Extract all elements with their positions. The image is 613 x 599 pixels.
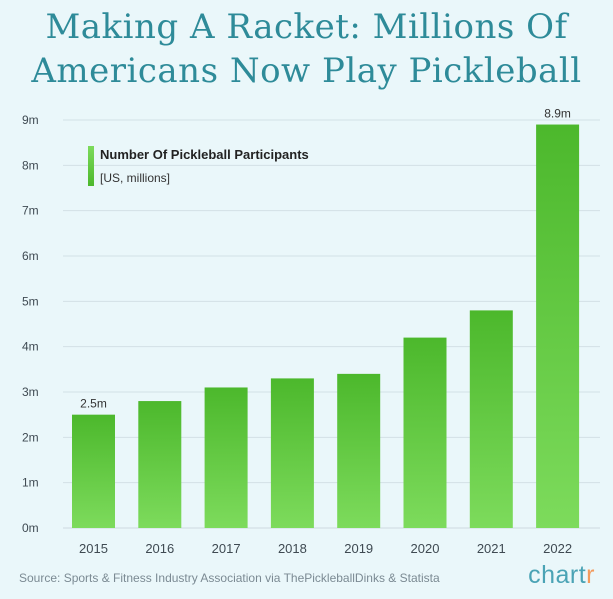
source-note: Source: Sports & Fitness Industry Associ…: [19, 571, 440, 585]
x-axis: 2015 2016 2017 2018 2019 2020 2021 2022: [79, 541, 572, 556]
x-tick-label: 2021: [477, 541, 506, 556]
y-tick-label: 7m: [22, 204, 39, 218]
x-tick-label: 2020: [411, 541, 440, 556]
bar-2020: [403, 337, 447, 528]
x-tick-label: 2022: [543, 541, 572, 556]
chart-title-line-1: Making A Racket: Millions Of: [45, 7, 568, 47]
x-tick-label: 2016: [145, 541, 174, 556]
y-tick-label: 2m: [22, 430, 39, 444]
logo-accent-letter: r: [586, 561, 595, 589]
y-tick-label: 9m: [22, 113, 39, 127]
x-tick-label: 2018: [278, 541, 307, 556]
y-tick-label: 1m: [22, 476, 39, 490]
legend-swatch: [88, 146, 94, 186]
bar-2022: [536, 124, 580, 529]
data-labels: 2.5m 8.9m: [80, 107, 571, 411]
y-tick-label: 5m: [22, 294, 39, 308]
chartr-logo: chartr: [528, 561, 595, 590]
y-tick-label: 8m: [22, 158, 39, 172]
y-tick-label: 6m: [22, 249, 39, 263]
x-tick-label: 2017: [212, 541, 241, 556]
y-tick-label: 3m: [22, 385, 39, 399]
data-label-2015: 2.5m: [80, 397, 107, 411]
y-tick-label: 4m: [22, 340, 39, 354]
legend: Number Of Pickleball Participants [US, m…: [88, 146, 309, 186]
logo-text: chart: [528, 561, 587, 589]
y-axis: 0m 1m 2m 3m 4m 5m 6m 7m 8m 9m: [22, 113, 39, 535]
bar-2021: [469, 310, 513, 528]
bar-2019: [337, 373, 381, 528]
chart-title-line-2: Americans Now Play Pickleball: [31, 51, 582, 91]
legend-label: Number Of Pickleball Participants: [100, 147, 309, 162]
legend-sublabel: [US, millions]: [100, 171, 170, 185]
bar-2015: [72, 414, 115, 528]
bars: [72, 124, 580, 529]
bar-2018: [270, 378, 314, 528]
x-tick-label: 2015: [79, 541, 108, 556]
x-tick-label: 2019: [344, 541, 373, 556]
bar-2017: [204, 387, 248, 528]
y-tick-label: 0m: [22, 521, 39, 535]
bar-2016: [138, 401, 182, 528]
data-label-2022: 8.9m: [544, 107, 571, 121]
